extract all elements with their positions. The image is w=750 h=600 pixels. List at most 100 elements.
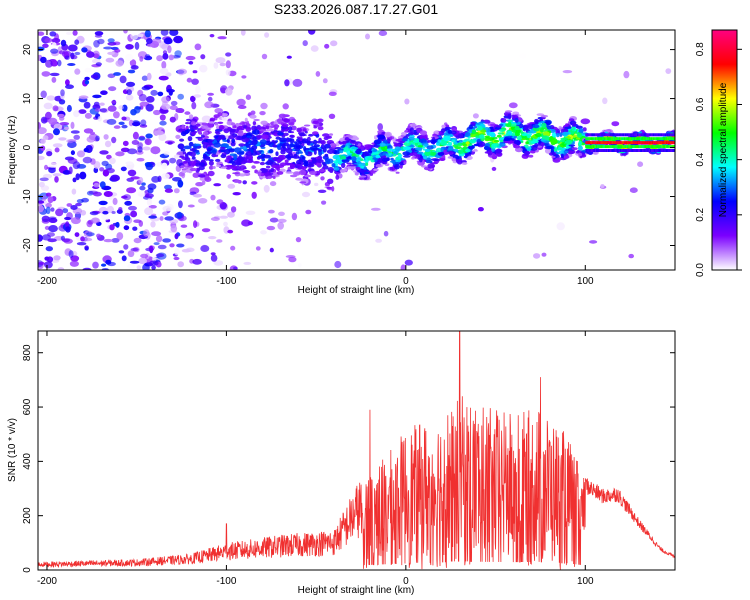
colorbar-tick-label: 0.0 — [695, 263, 706, 277]
spectrogram-cell — [662, 133, 665, 137]
spectrogram-cell — [139, 185, 146, 191]
spectrogram-cell — [57, 113, 65, 118]
spectrogram-cell — [45, 202, 52, 208]
spectrogram-cell — [153, 109, 161, 116]
spectrogram-cell — [655, 133, 657, 137]
spectrogram-cell — [621, 137, 624, 141]
spectrogram-cell — [294, 142, 302, 145]
spectrogram-cell — [251, 139, 258, 146]
spectrogram-cell — [40, 56, 47, 64]
spectrogram-cell — [389, 166, 394, 171]
spectrogram-cell — [242, 170, 251, 173]
spectrogram-cell — [233, 159, 242, 164]
spectrogram-cell — [500, 118, 507, 123]
spectrogram-cell — [550, 140, 558, 144]
spectrogram-cell — [635, 145, 638, 149]
spectrogram-cell — [419, 157, 423, 163]
spectrogram-cell — [250, 148, 254, 154]
spectrogram-cell — [631, 145, 634, 149]
spectrogram-cell — [533, 147, 537, 150]
spectrogram-cell — [618, 149, 621, 152]
spectrogram-cell — [658, 149, 660, 152]
spectrogram-cell — [337, 156, 341, 162]
spectrogram-cell — [140, 253, 149, 259]
spectrogram-cell — [47, 238, 57, 243]
spectrogram-cell — [499, 139, 504, 143]
spectrogram-cell — [589, 149, 592, 152]
spectrogram-cell — [146, 43, 155, 48]
spectrogram-x-axis-label: Height of straight line (km) — [298, 285, 415, 296]
spectrogram-cell — [175, 164, 182, 172]
spectrogram-cell — [158, 75, 169, 81]
spectrogram-cell — [475, 135, 481, 138]
spectrogram-cell — [456, 140, 460, 143]
spectrogram-cell — [379, 142, 386, 147]
spectrogram-cell — [101, 263, 107, 267]
spectrogram-cell — [104, 140, 112, 148]
spectrogram-cell — [531, 139, 539, 144]
spectrogram-cell — [41, 71, 51, 77]
spectrogram-cell — [603, 130, 611, 133]
spectrogram-cell — [588, 145, 590, 149]
spectrogram-cell — [558, 146, 563, 151]
spectrogram-cell — [76, 242, 87, 246]
spectrogram-cell — [616, 149, 618, 152]
spectrogram-cell — [177, 68, 188, 75]
spectrogram-cell — [560, 139, 565, 143]
spectrogram-cell — [668, 137, 670, 141]
spectrogram-cell — [169, 30, 179, 36]
spectrogram-cell — [504, 140, 513, 143]
spectrogram-cell — [167, 141, 173, 145]
spectrogram-cell — [618, 137, 621, 141]
spectrogram-cell — [596, 145, 598, 149]
spectrogram-cell — [226, 167, 231, 170]
spectrogram-cell — [66, 139, 75, 144]
spectrogram-cell — [113, 111, 120, 119]
spectrogram-cell — [326, 149, 335, 155]
spectrogram-cell — [74, 232, 80, 238]
spectrogram-cell — [242, 145, 248, 151]
spectrogram-cell — [141, 75, 148, 81]
spectrogram-cell — [627, 137, 629, 141]
spectrogram-cell — [601, 145, 603, 149]
spectrogram-cell — [315, 156, 321, 160]
spectrogram-cell — [456, 156, 460, 160]
spectrogram-cell — [292, 78, 303, 87]
spectrogram-cell — [615, 137, 617, 141]
spectrogram-cell — [220, 149, 225, 153]
spectrogram-cell — [182, 151, 187, 155]
spectrogram-cell — [150, 221, 156, 228]
spectrogram-cell — [193, 220, 198, 229]
spectrogram-cell — [628, 149, 630, 152]
spectrogram-cell — [278, 211, 285, 216]
spectrogram-cell — [137, 191, 146, 198]
spectrogram-cell — [610, 137, 612, 141]
spectrogram-cell — [305, 152, 309, 156]
spectrogram-cell — [342, 140, 347, 145]
spectrogram-cell — [429, 139, 437, 144]
spectrogram-cell — [149, 260, 159, 266]
spectrogram-cell — [599, 137, 601, 141]
spectrogram-cell — [665, 141, 667, 145]
spectrogram-cell — [637, 133, 639, 137]
spectrogram-cell — [115, 221, 120, 228]
spectrogram-cell — [225, 159, 230, 163]
spectrogram-cell — [587, 133, 589, 137]
spectrogram-cell — [606, 145, 609, 149]
spectrogram-cell — [642, 133, 644, 137]
spectrogram-cell — [590, 137, 593, 141]
spectrogram-cell — [226, 138, 230, 144]
snr-x-tick-label: 100 — [577, 576, 594, 587]
spectrogram-cell — [604, 141, 607, 145]
colorbar-tick-label: 0.8 — [695, 42, 706, 56]
spectrogram-cell — [648, 145, 651, 149]
spectrogram-cell — [310, 157, 316, 160]
spectrogram-cell — [436, 142, 441, 146]
spectrogram-cell — [642, 145, 644, 149]
spectrogram-cell — [213, 142, 221, 148]
spectrogram-cell — [578, 152, 583, 157]
spectrogram-cell — [616, 141, 618, 145]
spectrogram-cell — [127, 148, 138, 155]
spectrogram-cell — [146, 96, 155, 103]
